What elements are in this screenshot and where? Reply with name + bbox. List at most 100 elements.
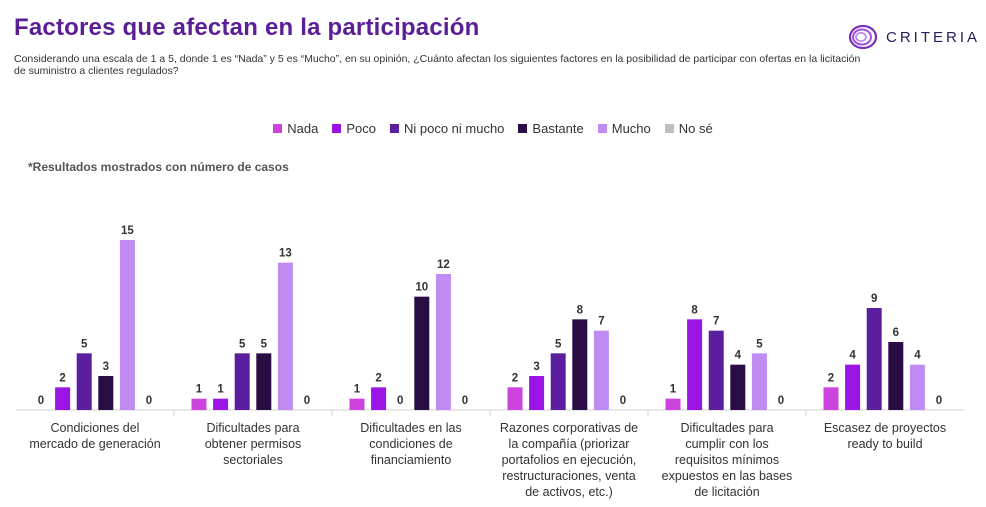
data-label: 0 [146, 395, 152, 407]
data-label: 8 [577, 304, 584, 316]
bar [435, 274, 451, 410]
category-label: sectoriales [223, 453, 283, 467]
data-label: 12 [437, 259, 450, 271]
category-label: mercado de generación [29, 437, 160, 451]
bar [687, 319, 703, 410]
legend-label: No sé [678, 121, 713, 136]
data-label: 5 [555, 338, 562, 350]
logo-text: CRITERIA [886, 28, 981, 46]
legend-label: Nada [287, 121, 319, 136]
category-label: expuestos en las bases [662, 469, 793, 483]
category-label: Dificultades en las [360, 421, 461, 435]
legend-item: Bastante [518, 121, 584, 136]
data-label: 3 [103, 361, 109, 373]
concentric-rings-icon [848, 24, 878, 50]
category-label: Razones corporativas de [500, 421, 638, 435]
data-label: 7 [598, 316, 604, 328]
bar [529, 376, 545, 410]
bar [751, 353, 767, 410]
bar [349, 398, 365, 410]
legend-swatch [273, 124, 283, 133]
legend-label: Bastante [532, 121, 584, 136]
data-label: 4 [849, 350, 856, 362]
data-label: 2 [512, 372, 518, 384]
bar [888, 342, 904, 410]
category-label: cumplir con los [685, 437, 768, 451]
legend-swatch [389, 124, 399, 133]
legend-item: Poco [332, 121, 376, 136]
data-label: 0 [304, 395, 310, 407]
legend-item: Nada [273, 121, 318, 136]
category-label: ready to build [847, 437, 922, 451]
bar [98, 376, 114, 410]
bar [119, 240, 135, 410]
legend-swatch [664, 124, 674, 133]
chart-note: *Resultados mostrados con número de caso… [28, 160, 289, 174]
category-label: requisitos mínimos [675, 453, 779, 467]
legend-swatch [332, 124, 342, 133]
bar [55, 387, 71, 410]
bar [708, 330, 724, 410]
data-label: 5 [261, 338, 268, 350]
category-label: la compañía (priorizar [509, 437, 630, 451]
legend-swatch [597, 124, 607, 133]
bar [414, 296, 430, 410]
chart-legend: Nada Poco Ni poco ni mucho Bastante Mucho No … [0, 121, 986, 136]
legend-label: Poco [346, 121, 376, 136]
legend-item: Ni poco ni mucho [389, 121, 505, 136]
bar [213, 398, 229, 410]
bar [866, 308, 882, 410]
bar [256, 353, 272, 410]
category-label: restructuraciones, venta [502, 469, 635, 483]
data-label: 15 [121, 225, 134, 237]
data-label: 7 [713, 316, 719, 328]
bar [665, 398, 681, 410]
data-label: 0 [620, 395, 626, 407]
bar [845, 364, 861, 410]
data-label: 13 [279, 248, 292, 260]
category-label: Dificultades para [206, 421, 299, 435]
bar [593, 330, 609, 410]
category-label: Dificultades para [680, 421, 773, 435]
data-label: 4 [914, 350, 921, 362]
bar [730, 364, 746, 410]
page-title: Factores que afectan en la participación [14, 14, 480, 41]
data-label: 0 [936, 395, 942, 407]
data-label: 6 [893, 327, 899, 339]
category-label: de activos, etc.) [525, 485, 613, 499]
data-label: 0 [397, 395, 403, 407]
bar [823, 387, 839, 410]
category-label: de licitación [694, 485, 759, 499]
category-label: condiciones de [369, 437, 452, 451]
bar [76, 353, 92, 410]
data-label: 3 [533, 361, 539, 373]
data-label: 0 [38, 395, 44, 407]
data-label: 2 [828, 372, 834, 384]
bar [277, 262, 293, 410]
data-label: 9 [871, 293, 877, 305]
data-label: 1 [670, 384, 677, 396]
data-label: 5 [81, 338, 88, 350]
bar [572, 319, 588, 410]
data-label: 1 [217, 384, 224, 396]
legend-item: Mucho [597, 121, 651, 136]
data-label: 1 [196, 384, 203, 396]
data-label: 8 [691, 304, 698, 316]
bar [191, 398, 207, 410]
bar [550, 353, 566, 410]
bar [234, 353, 250, 410]
data-label: 0 [778, 395, 784, 407]
data-label: 2 [59, 372, 65, 384]
bar [909, 364, 925, 410]
data-label: 0 [462, 395, 468, 407]
category-label: Escasez de proyectos [824, 421, 946, 435]
legend-swatch [518, 124, 528, 133]
data-label: 1 [354, 384, 361, 396]
category-label: Condiciones del [51, 421, 140, 435]
bar [507, 387, 523, 410]
legend-item: No sé [664, 121, 713, 136]
brand-logo: CRITERIA [848, 24, 980, 50]
bar [371, 387, 387, 410]
legend-label: Ni poco ni mucho [403, 121, 505, 136]
